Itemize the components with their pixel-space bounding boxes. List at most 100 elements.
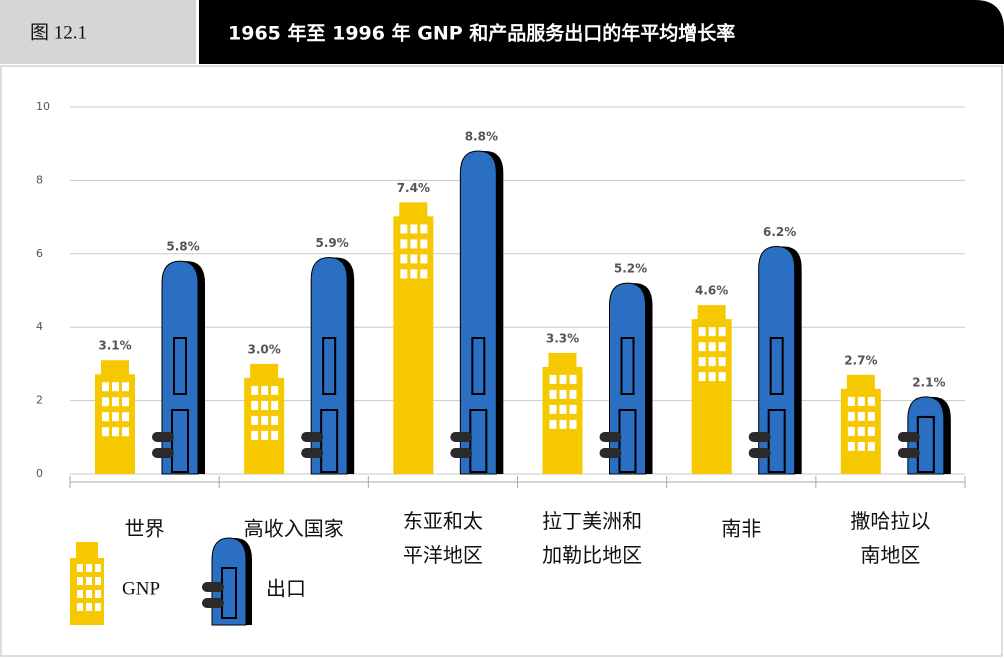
window	[848, 442, 855, 451]
window	[86, 564, 92, 572]
export-bar	[898, 397, 951, 474]
y-tick-label: 6	[36, 247, 43, 260]
gnp-bar	[393, 202, 433, 474]
window	[122, 412, 129, 421]
legend: GNP 出口	[70, 538, 306, 625]
bar	[162, 261, 198, 474]
window	[261, 386, 268, 395]
window	[709, 327, 716, 336]
window	[95, 590, 101, 598]
value-label: 5.2%	[614, 262, 647, 276]
y-tick-label: 2	[36, 394, 43, 407]
window	[271, 431, 278, 440]
chart: 图 12.1 1965 年至 1996 年 GNP 和产品服务出口的年平均增长率…	[0, 0, 1004, 658]
export-bar	[749, 246, 802, 474]
page: 图 12.1 1965 年至 1996 年 GNP 和产品服务出口的年平均增长率…	[0, 0, 1004, 658]
window	[112, 427, 119, 436]
window	[420, 254, 427, 263]
window	[410, 239, 417, 248]
y-tick-label: 8	[36, 173, 43, 186]
window	[858, 442, 865, 451]
window	[719, 342, 726, 351]
window	[699, 372, 706, 381]
window	[261, 416, 268, 425]
legend-label: GNP	[122, 578, 160, 599]
window	[868, 442, 875, 451]
window	[271, 401, 278, 410]
gnp-bar	[543, 353, 583, 474]
porthole	[301, 448, 323, 458]
window	[251, 431, 258, 440]
window	[400, 254, 407, 263]
window	[102, 427, 109, 436]
window	[560, 405, 567, 414]
porthole	[301, 432, 323, 442]
window	[261, 431, 268, 440]
window	[261, 401, 268, 410]
window	[858, 427, 865, 436]
porthole	[152, 448, 174, 458]
window	[95, 577, 101, 585]
value-label: 5.9%	[316, 236, 349, 250]
value-label: 5.8%	[166, 240, 199, 254]
legend-item: GNP	[70, 542, 160, 625]
window	[570, 420, 577, 429]
porthole	[749, 448, 771, 458]
window	[570, 390, 577, 399]
window	[95, 603, 101, 611]
window	[77, 590, 83, 598]
porthole	[450, 432, 472, 442]
window	[95, 564, 101, 572]
window	[699, 342, 706, 351]
porthole	[202, 598, 224, 608]
window	[410, 224, 417, 233]
porthole	[152, 432, 174, 442]
window	[271, 416, 278, 425]
porthole	[600, 448, 622, 458]
chart-title: 1965 年至 1996 年 GNP 和产品服务出口的年平均增长率	[228, 22, 735, 45]
window	[102, 382, 109, 391]
window	[86, 577, 92, 585]
legend-item: 出口	[202, 538, 306, 625]
window	[550, 390, 557, 399]
window	[122, 397, 129, 406]
window	[400, 239, 407, 248]
window	[102, 397, 109, 406]
value-label: 4.6%	[695, 284, 728, 298]
legend-swatch	[212, 538, 246, 625]
window	[251, 386, 258, 395]
window	[868, 427, 875, 436]
bar	[460, 151, 496, 474]
y-tick-label: 10	[36, 100, 50, 113]
y-tick-label: 0	[36, 467, 43, 480]
window	[251, 401, 258, 410]
window	[410, 254, 417, 263]
gnp-bar	[841, 375, 881, 474]
window	[570, 405, 577, 414]
window	[122, 382, 129, 391]
porthole	[600, 432, 622, 442]
window	[868, 397, 875, 406]
window	[550, 405, 557, 414]
window	[420, 269, 427, 278]
window	[709, 357, 716, 366]
window	[560, 420, 567, 429]
value-label: 2.7%	[844, 353, 877, 367]
export-bar	[152, 261, 205, 474]
window	[709, 342, 716, 351]
window	[400, 224, 407, 233]
gnp-bar	[692, 305, 732, 474]
window	[77, 577, 83, 585]
window	[420, 239, 427, 248]
window	[112, 412, 119, 421]
window	[550, 420, 557, 429]
porthole	[898, 432, 920, 442]
window	[251, 416, 258, 425]
window	[400, 269, 407, 278]
window	[719, 372, 726, 381]
x-tick-label: 东亚和太平洋地区	[403, 509, 483, 567]
value-label: 3.0%	[248, 342, 281, 356]
figure-label: 图 12.1	[30, 22, 87, 43]
window	[848, 397, 855, 406]
window	[77, 603, 83, 611]
